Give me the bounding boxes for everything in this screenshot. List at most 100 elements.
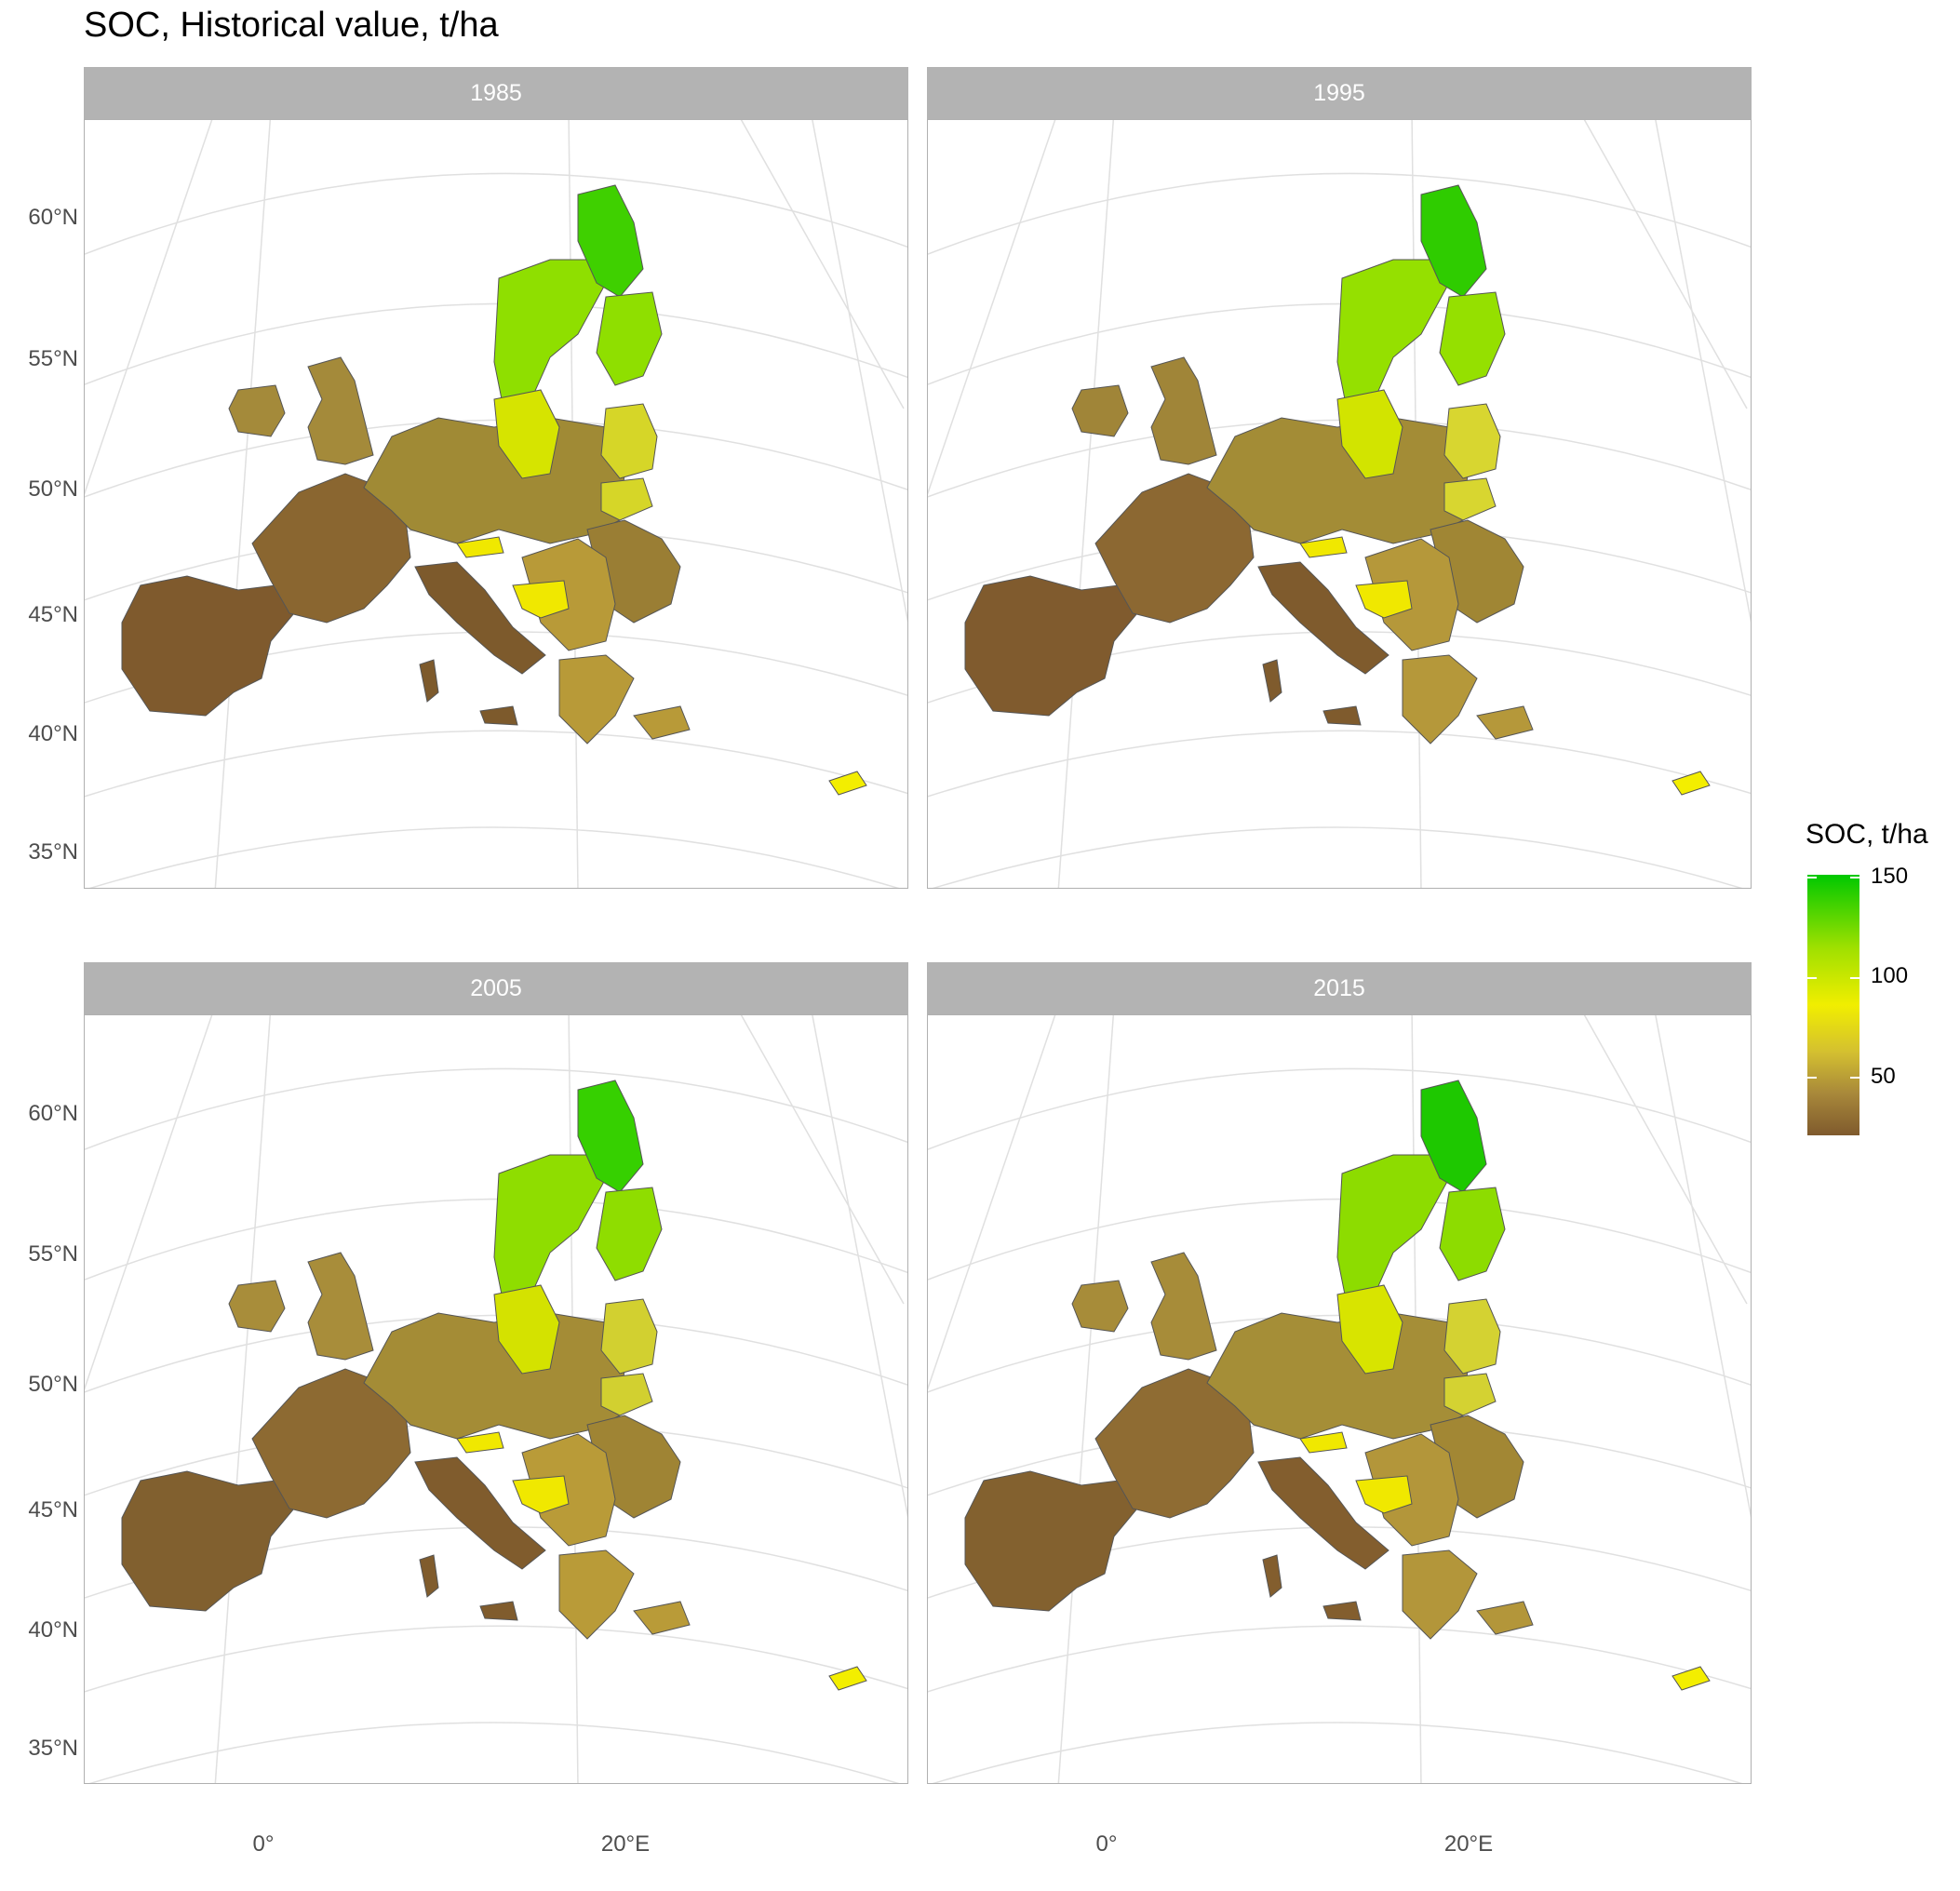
- region-nordic: [1336, 1154, 1450, 1305]
- region-cyprus: [828, 1666, 867, 1691]
- region-balkan: [521, 1433, 616, 1547]
- latitude-line: [928, 302, 1751, 385]
- legend-tick-mark: [1807, 877, 1817, 878]
- map-plot-area: [927, 119, 1752, 889]
- region-baltic: [600, 477, 653, 521]
- region-cyprus: [1671, 771, 1711, 796]
- region-baltic: [1443, 1373, 1497, 1416]
- longitude-line: [740, 120, 905, 409]
- region-alpine: [456, 536, 504, 558]
- longitude-line: [928, 120, 1056, 495]
- region-nordic: [1336, 259, 1450, 409]
- facet-strip-label: 2005: [84, 962, 908, 1014]
- longitude-line: [85, 120, 213, 495]
- latitude-line: [928, 172, 1751, 255]
- region-france: [251, 473, 411, 624]
- region-alpine: [512, 580, 570, 619]
- region-italy: [419, 1554, 439, 1598]
- legend-title: SOC, t/ha: [1806, 819, 1928, 850]
- region-baltic: [1443, 1298, 1501, 1375]
- region-alpine: [1355, 580, 1413, 619]
- region-balkan: [1402, 654, 1478, 744]
- region-balkan: [1402, 1549, 1478, 1640]
- map-plot-area: [84, 1014, 908, 1784]
- longitude-line: [85, 1015, 213, 1390]
- region-nordic: [493, 259, 607, 409]
- region-italy: [414, 1456, 546, 1570]
- region-italy: [414, 561, 546, 675]
- region-italy: [1262, 1554, 1282, 1598]
- latitude-line: [85, 1198, 907, 1281]
- region-baltic: [1443, 403, 1501, 479]
- region-uk: [307, 1252, 374, 1361]
- region-layer: [121, 1080, 867, 1691]
- region-uk: [307, 356, 374, 465]
- region-cyprus: [828, 771, 867, 796]
- latitude-line: [85, 302, 907, 385]
- graticule: [85, 1015, 907, 1783]
- region-balkan: [633, 705, 691, 740]
- y-tick-label: 50°N: [28, 1372, 78, 1397]
- region-cyprus: [1671, 1666, 1711, 1691]
- region-north: [577, 184, 644, 298]
- y-tick-label: 60°N: [28, 1101, 78, 1126]
- y-tick-label: 55°N: [28, 346, 78, 371]
- x-tick-label: 0°: [252, 1831, 275, 1857]
- latitude-line: [928, 1314, 1751, 1393]
- longitude-line: [928, 1015, 1056, 1390]
- y-tick-label: 40°N: [28, 721, 78, 746]
- y-tick-label: 45°N: [28, 1497, 78, 1522]
- region-balkan: [558, 654, 635, 744]
- legend-tick-mark: [1850, 1077, 1859, 1079]
- region-italy: [479, 1601, 518, 1621]
- region-balkan: [1476, 705, 1534, 740]
- legend-tick-mark: [1807, 977, 1817, 979]
- region-baltic: [600, 1298, 658, 1375]
- region-balkan: [558, 1549, 635, 1640]
- latitude-line: [928, 730, 1751, 798]
- region-italy: [1322, 1601, 1362, 1621]
- region-alpine: [1355, 1475, 1413, 1514]
- y-tick-label: 60°N: [28, 205, 78, 230]
- y-tick-label: 50°N: [28, 476, 78, 502]
- region-italy: [479, 705, 518, 726]
- y-tick-label: 35°N: [28, 839, 78, 865]
- region-balkan: [1476, 1601, 1534, 1635]
- legend-tick-mark: [1807, 1077, 1817, 1079]
- y-tick-label: 35°N: [28, 1736, 78, 1761]
- latitude-line: [85, 1625, 907, 1693]
- region-italy: [1257, 561, 1389, 675]
- eu-soc-map: [85, 120, 907, 888]
- facet-panel: 2015: [927, 962, 1752, 1784]
- map-plot-area: [84, 119, 908, 889]
- region-uk: [228, 1280, 286, 1333]
- region-layer: [964, 184, 1711, 796]
- longitude-line: [812, 1015, 907, 1519]
- region-alpine: [456, 1431, 504, 1454]
- region-alpine: [512, 1475, 570, 1514]
- latitude-line: [88, 826, 900, 888]
- longitude-line: [1655, 1015, 1751, 1519]
- region-balkan: [1364, 538, 1459, 651]
- longitude-line: [214, 1015, 272, 1783]
- region-north: [1420, 184, 1487, 298]
- eu-soc-map: [928, 120, 1751, 888]
- region-france: [251, 1368, 411, 1519]
- longitude-line: [1655, 120, 1751, 624]
- region-layer: [964, 1080, 1711, 1691]
- legend-colorbar: [1807, 875, 1859, 1135]
- longitude-line: [1057, 120, 1115, 888]
- legend-tick-label: 50: [1871, 1064, 1896, 1089]
- latitude-line: [928, 1625, 1751, 1693]
- region-layer: [121, 184, 867, 796]
- region-alpine: [1299, 536, 1348, 558]
- longitude-line: [740, 1015, 905, 1305]
- x-tick-label: 20°E: [1443, 1831, 1494, 1857]
- y-tick-label: 45°N: [28, 602, 78, 627]
- latitude-line: [932, 1722, 1743, 1783]
- legend-tick-label: 150: [1871, 864, 1909, 889]
- region-italy: [1257, 1456, 1389, 1570]
- latitude-line: [928, 1067, 1751, 1150]
- longitude-line: [812, 120, 907, 624]
- longitude-line: [1057, 1015, 1115, 1783]
